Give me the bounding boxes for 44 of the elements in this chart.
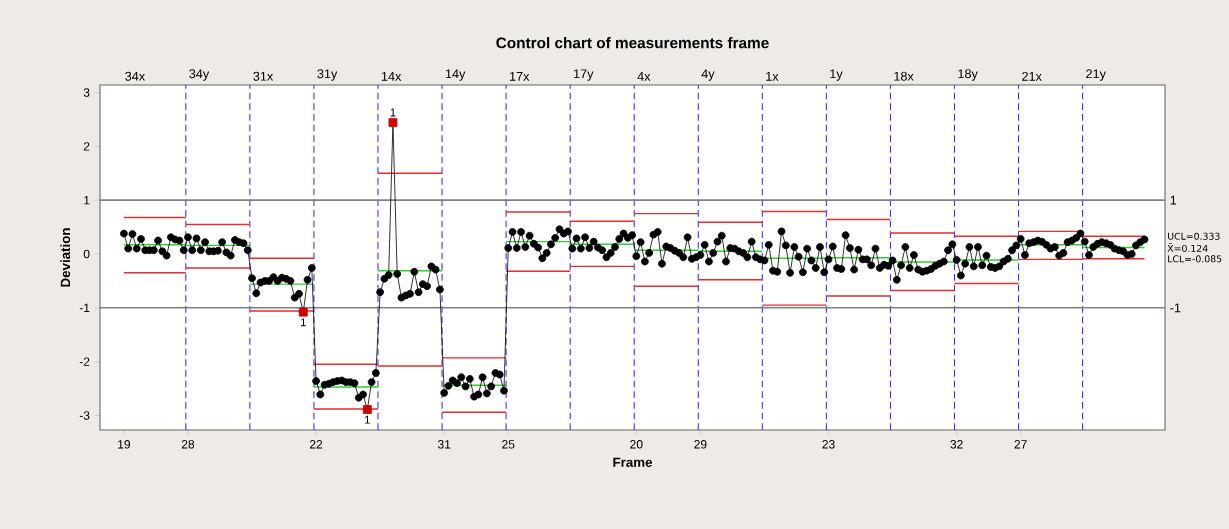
text: UCL=0.333 <box>1168 232 1220 240</box>
text: 34x <box>125 71 145 81</box>
text: 31y <box>317 69 338 81</box>
x-tick-label: 25 <box>502 440 515 449</box>
text: 18x <box>894 71 914 81</box>
annotation: 1 <box>365 415 370 424</box>
x-axis-title: Frame <box>613 457 653 467</box>
text: 17x <box>510 72 530 81</box>
y-tick-label: -2 <box>79 357 90 366</box>
x-tick-label: 29 <box>694 440 707 449</box>
y-tick-label: 3 <box>83 88 90 97</box>
text: X̄=0.124 <box>1167 243 1208 252</box>
annotation: 1 <box>390 108 396 117</box>
x-tick-label: 20 <box>630 440 643 449</box>
y-tick-label: 0 <box>83 249 90 259</box>
y-tick-label: -1 <box>79 303 90 312</box>
text: 18y <box>958 69 978 81</box>
text: 34y <box>189 69 210 81</box>
x-tick-label: 27 <box>1014 440 1027 449</box>
y-tick-label: 1 <box>84 196 90 205</box>
chart-title: Control chart of measurements frame <box>496 37 769 49</box>
text: 4x <box>637 72 651 81</box>
text: 4y <box>701 69 715 81</box>
annotation: 1 <box>300 318 306 327</box>
x-tick-label: 19 <box>118 440 131 449</box>
text: 21y <box>1086 69 1106 81</box>
x-tick-label: 22 <box>310 440 323 449</box>
y-tick-label: 2 <box>83 142 90 151</box>
ref-line-label: -1 <box>1170 303 1181 313</box>
text: 1x <box>766 72 779 81</box>
text: 14x <box>381 72 402 81</box>
y-tick-label: -3 <box>79 411 90 420</box>
text: 31x <box>253 71 274 81</box>
text: 17y <box>574 69 594 81</box>
text: 21x <box>1022 71 1042 81</box>
x-tick-label: 28 <box>181 440 195 449</box>
x-tick-label: 23 <box>822 440 835 449</box>
x-tick-label: 31 <box>437 440 451 449</box>
y-axis-title: Deviation <box>60 228 71 287</box>
text: 1y <box>830 69 843 81</box>
ref-line-label: 1 <box>1170 195 1177 205</box>
text: 14y <box>445 69 466 81</box>
x-tick-label: 32 <box>950 440 963 449</box>
text: LCL=-0.085 <box>1168 255 1222 263</box>
